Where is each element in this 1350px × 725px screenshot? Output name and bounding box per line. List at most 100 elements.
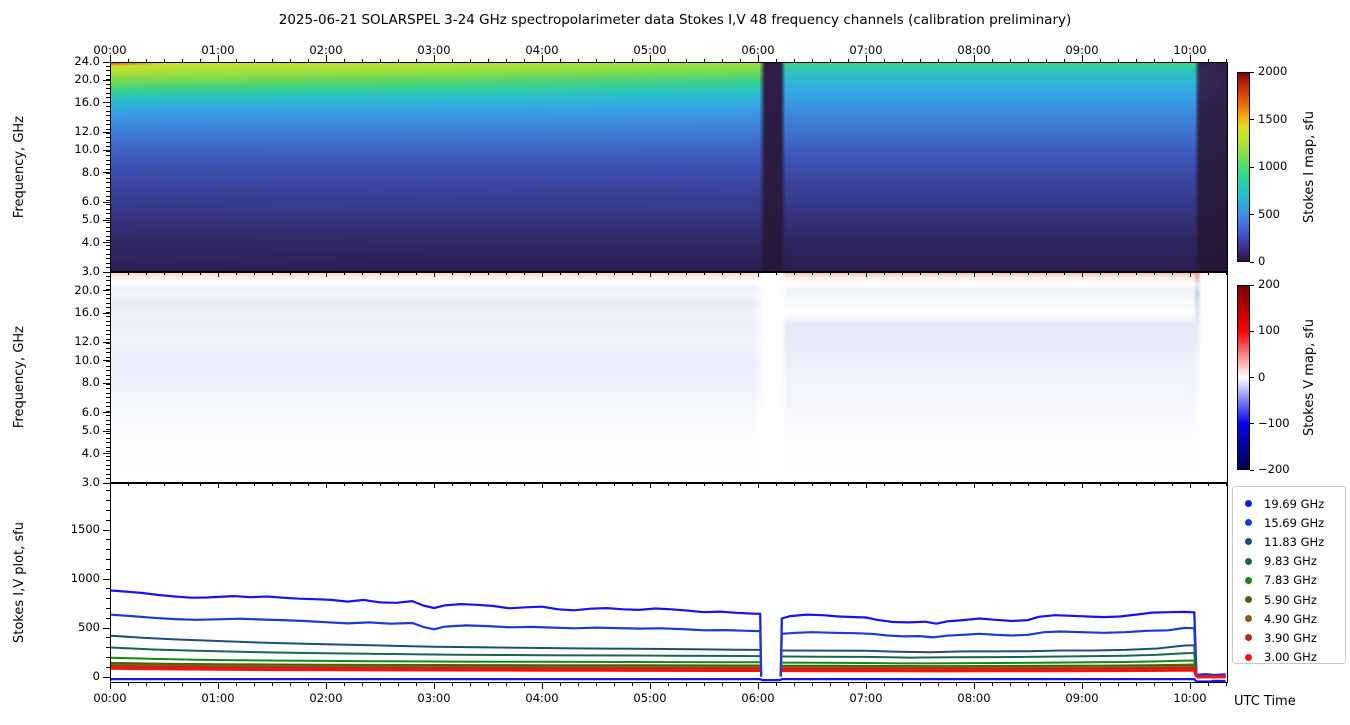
freq-minor-tick bbox=[106, 115, 110, 117]
freq-minor-tick bbox=[106, 410, 110, 412]
x-minor-tick-mid1 bbox=[1225, 272, 1227, 275]
freq-minor-tick bbox=[106, 442, 110, 444]
x-minor-tick-bottom bbox=[721, 683, 723, 686]
x-minor-tick-mid1 bbox=[883, 272, 885, 275]
freq-minor-tick bbox=[106, 365, 110, 367]
freq-minor-tick bbox=[106, 141, 110, 143]
x-major-tick-bottom bbox=[541, 683, 543, 689]
x-minor-tick-mid1 bbox=[847, 272, 849, 275]
colorbar-tick-label: 1000 bbox=[1258, 159, 1288, 173]
freq-minor-tick bbox=[106, 316, 110, 318]
x-minor-tick-mid1 bbox=[1117, 272, 1119, 275]
x-minor-tick-bottom bbox=[469, 683, 471, 686]
x-minor-tick-mid1 bbox=[1045, 272, 1047, 275]
freq-minor-tick bbox=[106, 106, 110, 108]
freq-minor-tick bbox=[106, 343, 110, 345]
x-minor-tick-top bbox=[1153, 59, 1155, 62]
x-tick-label-top: 07:00 bbox=[849, 43, 883, 57]
freq-minor-tick bbox=[106, 217, 110, 219]
x-minor-tick-mid2 bbox=[1171, 483, 1173, 486]
x-minor-tick-bottom bbox=[1099, 683, 1101, 686]
x-tick-label-top: 01:00 bbox=[201, 43, 235, 57]
legend-item: 7.83 GHz bbox=[1245, 571, 1345, 590]
freq-minor-tick bbox=[106, 173, 110, 175]
freq-tick-label: 20.0 bbox=[74, 282, 100, 297]
x-major-tick-top bbox=[973, 55, 975, 62]
x-minor-tick-mid1 bbox=[955, 272, 957, 275]
x-tick-label-bottom: 03:00 bbox=[417, 691, 451, 705]
x-minor-tick-bottom bbox=[397, 683, 399, 686]
legend-label: 5.90 GHz bbox=[1264, 592, 1317, 607]
legend-marker-icon bbox=[1245, 634, 1252, 642]
x-major-tick-mid2 bbox=[973, 483, 975, 488]
colorbar-tick-label: 200 bbox=[1258, 277, 1280, 291]
x-minor-tick-bottom bbox=[1045, 683, 1047, 686]
x-minor-tick-top bbox=[415, 59, 417, 62]
colorbar-tick bbox=[1250, 261, 1254, 263]
x-minor-tick-mid1 bbox=[361, 272, 363, 275]
freq-tick-label: 16.0 bbox=[74, 305, 100, 320]
x-minor-tick-mid2 bbox=[1045, 483, 1047, 486]
iv-minor-tick bbox=[106, 588, 110, 590]
freq-minor-tick bbox=[106, 150, 110, 152]
freq-tick-label: 24.0 bbox=[74, 54, 100, 68]
freq-minor-tick bbox=[106, 119, 110, 121]
x-minor-tick-bottom bbox=[991, 683, 993, 686]
freq-minor-tick bbox=[106, 424, 110, 426]
x-minor-tick-top bbox=[253, 59, 255, 62]
x-minor-tick-bottom bbox=[307, 683, 309, 686]
x-minor-tick-top bbox=[847, 59, 849, 62]
iv-minor-tick bbox=[106, 490, 110, 492]
x-minor-tick-top bbox=[829, 59, 831, 62]
freq-minor-tick bbox=[106, 110, 110, 112]
x-minor-tick-mid1 bbox=[1099, 272, 1101, 275]
stokes-v-colorbar-label: Stokes V map, sfu bbox=[1301, 318, 1317, 437]
x-major-tick-top bbox=[541, 55, 543, 62]
x-minor-tick-top bbox=[199, 59, 201, 62]
x-minor-tick-mid1 bbox=[451, 272, 453, 275]
freq-major-tick bbox=[103, 412, 110, 414]
x-minor-tick-mid1 bbox=[685, 272, 687, 275]
freq-tick-label: 6.0 bbox=[81, 194, 100, 208]
x-major-tick-mid2 bbox=[433, 483, 435, 488]
freq-major-tick bbox=[103, 102, 110, 104]
freq-minor-tick bbox=[106, 482, 110, 484]
freq-minor-tick bbox=[106, 208, 110, 210]
freq-major-tick bbox=[103, 430, 110, 432]
freq-minor-tick bbox=[106, 298, 110, 300]
iv-minor-tick bbox=[106, 500, 110, 502]
x-minor-tick-top bbox=[685, 59, 687, 62]
x-tick-label-bottom: 05:00 bbox=[633, 691, 667, 705]
x-minor-tick-bottom bbox=[901, 683, 903, 686]
x-tick-label-top: 10:00 bbox=[1173, 43, 1207, 57]
freq-tick-label: 6.0 bbox=[81, 404, 100, 419]
x-minor-tick-top bbox=[397, 59, 399, 62]
freq-tick-label: 12.0 bbox=[74, 334, 100, 349]
x-minor-tick-mid1 bbox=[919, 272, 921, 275]
freq-tick-label: 12.0 bbox=[74, 124, 100, 138]
freq-major-tick bbox=[103, 382, 110, 384]
freq-major-tick bbox=[103, 131, 110, 133]
x-minor-tick-mid2 bbox=[451, 483, 453, 486]
x-major-tick-mid1 bbox=[649, 272, 651, 277]
utc-time-label: UTC Time bbox=[1234, 694, 1296, 709]
x-tick-label-bottom: 09:00 bbox=[1065, 691, 1099, 705]
x-minor-tick-bottom bbox=[1207, 683, 1209, 686]
series-7-83-ghz bbox=[111, 656, 761, 664]
legend-label: 11.83 GHz bbox=[1264, 534, 1325, 549]
freq-minor-tick bbox=[106, 231, 110, 233]
x-major-tick-top bbox=[109, 55, 111, 62]
freq-minor-tick bbox=[106, 275, 110, 277]
x-minor-tick-mid1 bbox=[289, 272, 291, 275]
freq-tick-label: 8.0 bbox=[81, 164, 100, 179]
freq-minor-tick bbox=[106, 379, 110, 381]
x-major-tick-bottom bbox=[433, 683, 435, 689]
freq-tick-label: 20.0 bbox=[74, 72, 100, 87]
x-minor-tick-bottom bbox=[847, 683, 849, 686]
x-tick-label-bottom: 08:00 bbox=[957, 691, 991, 705]
freq-minor-tick bbox=[106, 159, 110, 161]
x-major-tick-top bbox=[217, 55, 219, 62]
x-minor-tick-bottom bbox=[235, 683, 237, 686]
x-minor-tick-top bbox=[235, 59, 237, 62]
legend-marker-icon bbox=[1245, 576, 1252, 584]
